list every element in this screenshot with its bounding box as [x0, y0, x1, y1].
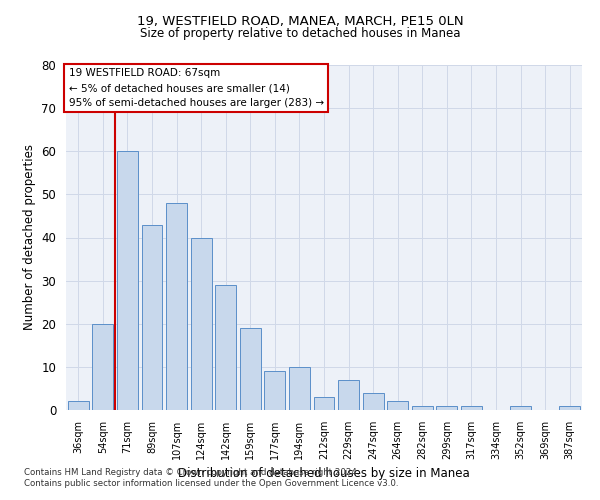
Bar [117, 152, 138, 410]
Bar [436, 406, 457, 410]
Bar [215, 285, 236, 410]
Bar [461, 406, 482, 410]
Bar [510, 406, 531, 410]
Text: 19 WESTFIELD ROAD: 67sqm
← 5% of detached houses are smaller (14)
95% of semi-de: 19 WESTFIELD ROAD: 67sqm ← 5% of detache… [68, 68, 324, 108]
Bar [265, 371, 286, 410]
Bar [92, 324, 113, 410]
Bar [191, 238, 212, 410]
Bar [338, 380, 359, 410]
Bar [68, 402, 89, 410]
Text: 19, WESTFIELD ROAD, MANEA, MARCH, PE15 0LN: 19, WESTFIELD ROAD, MANEA, MARCH, PE15 0… [137, 15, 463, 28]
Bar [387, 402, 408, 410]
Text: Contains HM Land Registry data © Crown copyright and database right 2024.
Contai: Contains HM Land Registry data © Crown c… [24, 468, 398, 487]
Bar [142, 224, 163, 410]
X-axis label: Distribution of detached houses by size in Manea: Distribution of detached houses by size … [178, 468, 470, 480]
Text: Size of property relative to detached houses in Manea: Size of property relative to detached ho… [140, 28, 460, 40]
Bar [166, 203, 187, 410]
Bar [289, 367, 310, 410]
Bar [314, 397, 334, 410]
Bar [559, 406, 580, 410]
Y-axis label: Number of detached properties: Number of detached properties [23, 144, 36, 330]
Bar [412, 406, 433, 410]
Bar [240, 328, 261, 410]
Bar [362, 393, 383, 410]
